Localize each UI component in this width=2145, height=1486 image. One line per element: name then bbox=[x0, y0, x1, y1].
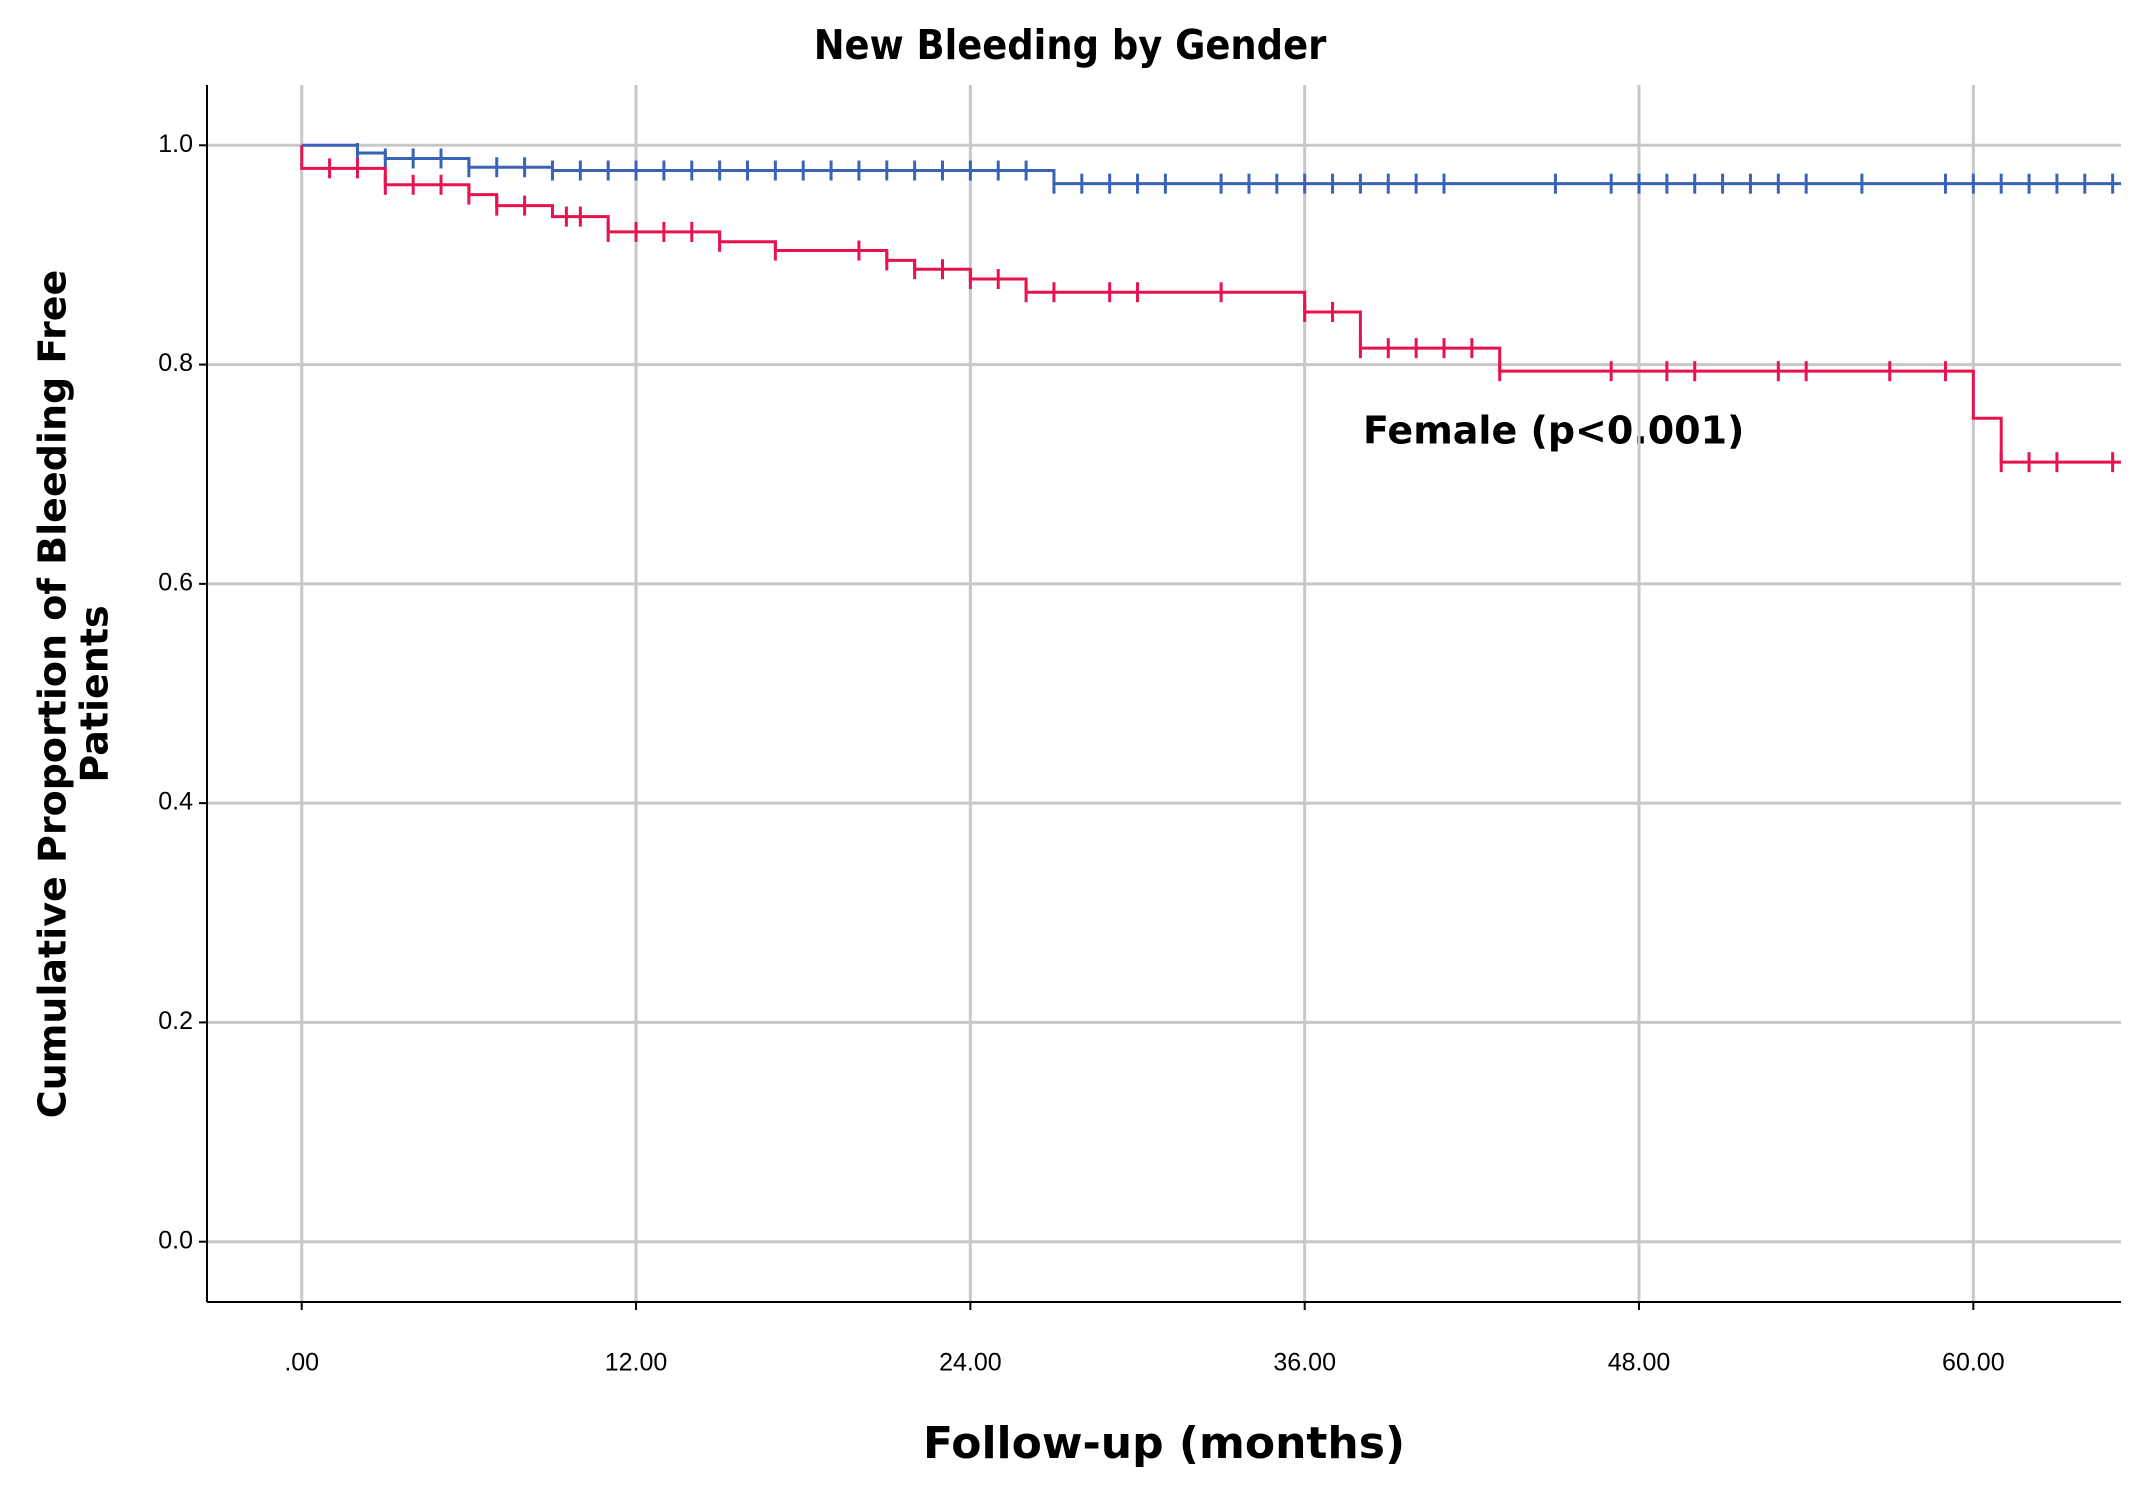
y-tick-label: 0.6 bbox=[158, 568, 193, 596]
y-tick-label: 0.4 bbox=[158, 788, 193, 816]
x-tick-label: 24.00 bbox=[939, 1349, 1002, 1377]
y-axis-label: Cumulative Proportion of Bleeding Free bbox=[31, 270, 75, 1118]
x-tick-label: 60.00 bbox=[1942, 1349, 2005, 1377]
y-tick-label: 0.0 bbox=[158, 1226, 193, 1254]
x-axis-label: Follow-up (months) bbox=[923, 1418, 1405, 1469]
chart-title: New Bleeding by Gender bbox=[814, 21, 1327, 69]
survival-line bbox=[300, 145, 2121, 464]
y-tick-label: 0.8 bbox=[158, 349, 193, 377]
x-tick-label: 12.00 bbox=[605, 1349, 668, 1377]
x-tick-label: .00 bbox=[284, 1349, 319, 1377]
x-tick-label: 36.00 bbox=[1273, 1349, 1336, 1377]
y-tick-label: 1.0 bbox=[158, 130, 193, 158]
y-axis-label: Patients bbox=[73, 605, 117, 782]
survival-line bbox=[301, 143, 2121, 186]
annotation: Female (p<0.001) bbox=[1363, 409, 1744, 453]
x-tick-label: 48.00 bbox=[1608, 1349, 1671, 1377]
y-tick-label: 0.2 bbox=[158, 1007, 193, 1035]
